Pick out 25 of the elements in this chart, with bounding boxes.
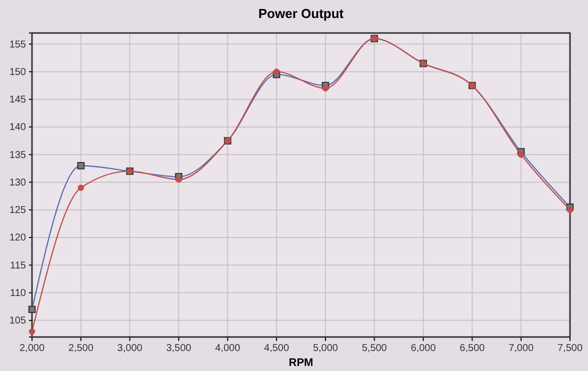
y-tick-label: 120 bbox=[9, 232, 26, 244]
y-tick-label: 130 bbox=[9, 177, 26, 188]
x-tick-label: 6,500 bbox=[460, 343, 486, 354]
y-tick-label: 140 bbox=[9, 122, 26, 134]
x-axis-title: RPM bbox=[288, 357, 314, 369]
chart-title: Power Output bbox=[258, 6, 344, 21]
x-tick-label: 2,000 bbox=[19, 343, 45, 354]
y-tick-label: 105 bbox=[9, 316, 26, 327]
y-tick-label: 135 bbox=[9, 150, 26, 161]
y-tick-label: 125 bbox=[9, 205, 26, 216]
x-tick-label: 4,500 bbox=[264, 343, 290, 354]
y-tick-label: 115 bbox=[10, 260, 26, 272]
y-tick-label: 150 bbox=[9, 66, 26, 78]
x-tick-label: 4,000 bbox=[215, 343, 241, 354]
y-tick-label: 145 bbox=[9, 94, 26, 106]
y-tick-label: 155 bbox=[9, 39, 26, 50]
x-tick-label: 5,500 bbox=[362, 343, 388, 354]
x-tick-label: 5,000 bbox=[312, 343, 338, 354]
x-tick-label: 2,500 bbox=[68, 343, 94, 354]
y-tick-label: 110 bbox=[10, 288, 26, 299]
x-tick-label: 7,500 bbox=[557, 343, 583, 354]
x-tick-label: 3,500 bbox=[166, 343, 192, 354]
x-tick-label: 7,000 bbox=[508, 343, 534, 354]
x-tick-label: 3,000 bbox=[117, 343, 143, 354]
x-tick-label: 6,000 bbox=[410, 343, 436, 354]
